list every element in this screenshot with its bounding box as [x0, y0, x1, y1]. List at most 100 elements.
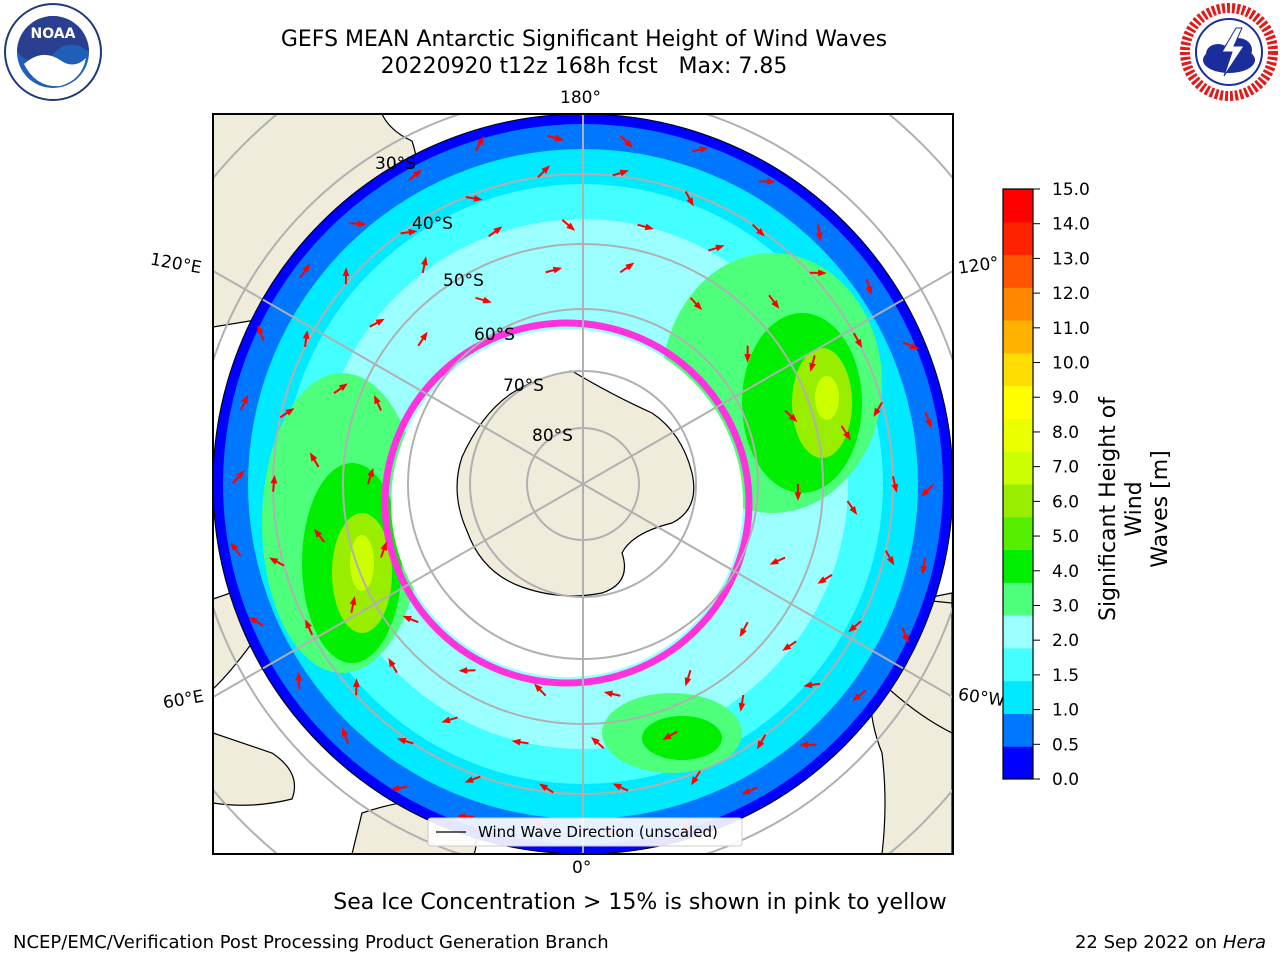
wind-wave-arrowhead: [554, 134, 564, 142]
credit-host: Hera: [1222, 932, 1266, 953]
lat-label-60s: 60°S: [474, 325, 515, 345]
wind-wave-arrowhead: [873, 407, 881, 418]
wind-wave-arrowhead: [886, 556, 895, 566]
colorbar-band: [1003, 287, 1033, 321]
wind-wave-arrowhead: [349, 595, 357, 606]
wind-wave-arrowhead: [353, 678, 360, 688]
wind-wave-arrowhead: [552, 266, 563, 274]
noaa-logo-text: NOAA: [31, 26, 76, 42]
wind-wave-arrowhead: [782, 643, 792, 651]
wind-wave-arrowhead: [248, 616, 258, 625]
wind-wave-arrowhead: [757, 740, 765, 750]
chart-title: GEFS MEAN Antarctic Significant Height o…: [0, 26, 1168, 80]
wind-wave-arrowhead: [854, 338, 863, 348]
colorbar-band: [1003, 549, 1033, 583]
wind-wave-arrowhead: [533, 683, 543, 693]
wind-wave-arrowhead: [848, 624, 857, 633]
colorbar-tick-label: 6.0: [1052, 492, 1079, 512]
lat-label-70s: 70°S: [503, 376, 544, 396]
credit-branch: NCEP/EMC/Verification Post Processing Pr…: [13, 932, 609, 953]
lon-label-60e: 60°E: [161, 686, 206, 714]
colorbar-band: [1003, 516, 1033, 551]
wind-wave-arrowhead: [420, 331, 428, 341]
wind-wave-arrowhead: [803, 681, 813, 689]
colorbar-bands: [1003, 189, 1033, 780]
wind-wave-arrowhead: [849, 505, 858, 516]
wind-wave-arrowhead: [566, 222, 576, 231]
credit-date: 22 Sep 2022 on Hera: [1075, 932, 1266, 953]
colorbar-tick-label: 9.0: [1052, 388, 1079, 408]
wind-wave-arrowhead: [257, 324, 264, 335]
colorbar-band: [1003, 582, 1033, 616]
wind-wave-arrowhead: [771, 299, 780, 309]
wind-wave-arrowhead: [458, 667, 468, 674]
colorbar-tick-label: 13.0: [1052, 249, 1090, 269]
colorbar-band: [1003, 451, 1033, 485]
colorbar-band: [1003, 418, 1033, 452]
wind-wave-arrowhead: [342, 267, 350, 277]
wind-wave-arrowhead: [236, 470, 245, 480]
colorbar-tick-label: 2.0: [1052, 631, 1079, 651]
colorbar-band: [1003, 385, 1033, 419]
wind-wave-arrowhead: [788, 413, 798, 423]
wind-wave-arrowhead: [741, 787, 751, 795]
antarctica-landmass: [456, 370, 695, 597]
wind-wave-arrowhead: [270, 474, 278, 484]
wind-wave-arrowhead: [269, 557, 279, 565]
wind-wave-arrowhead: [865, 286, 873, 296]
colorbar-tick-label: 1.0: [1052, 701, 1079, 721]
title-line-1: GEFS MEAN Antarctic Significant Height o…: [280, 27, 888, 52]
wind-wave-arrowhead: [693, 301, 703, 311]
wind-wave-arrowhead: [619, 169, 629, 177]
wind-wave-arrowhead: [441, 716, 451, 724]
colorbar-band: [1003, 615, 1033, 649]
wind-wave-arrowhead: [285, 407, 295, 416]
wind-wave-arrowhead: [662, 732, 672, 740]
colorbar-ticks: 0.0 0.5 1.0 1.5 2.0 3.0 4.0 5.0 6.0 7.0 8.0 9.0 10.0…: [1033, 180, 1090, 790]
wind-wave-arrowhead: [603, 690, 613, 698]
colorbar-band: [1003, 484, 1033, 518]
vector-legend: Wind Wave Direction (unscaled): [427, 817, 743, 847]
colorbar-tick-label: 4.0: [1052, 562, 1079, 582]
wind-wave-arrowhead: [341, 727, 349, 737]
wind-wave-arrowhead: [891, 483, 899, 493]
wind-wave-arrowhead: [902, 633, 909, 644]
colorbar-tick-label: 7.0: [1052, 458, 1079, 478]
lon-label-0: 0°: [572, 858, 592, 878]
colorbar-band: [1003, 647, 1033, 682]
wind-wave-arrowhead: [482, 296, 492, 304]
wind-wave-arrowhead: [815, 232, 823, 242]
colorbar-band: [1003, 746, 1033, 780]
wind-wave-arrowhead: [413, 169, 422, 178]
wind-wave-arrowhead: [397, 737, 407, 745]
colorbar-band: [1003, 352, 1033, 387]
wind-wave-arrowhead: [624, 139, 633, 148]
noaa-logo-icon: NOAA: [4, 3, 102, 101]
colorbar-tick-label: 0.0: [1052, 770, 1079, 790]
lat-label-80s: 80°S: [532, 426, 573, 446]
lat-label-50s: 50°S: [443, 271, 484, 291]
colorbar-label-line-2: Waves [m]: [1148, 450, 1173, 568]
wind-wave-arrowhead: [541, 165, 550, 174]
wind-wave-arrowhead: [511, 738, 521, 746]
colorbar-band: [1003, 713, 1033, 747]
national-weather-service-logo-icon: [1180, 3, 1278, 101]
wind-wave-arrowhead: [920, 565, 928, 575]
wind-wave-arrowhead: [538, 783, 549, 791]
wind-wave-arrowhead: [295, 671, 303, 681]
colorbar-tick-label: 0.5: [1052, 735, 1079, 755]
wind-wave-arrowhead: [473, 195, 483, 202]
wind-wave-arrowhead: [715, 244, 725, 252]
colorbar-tick-label: 10.0: [1052, 354, 1090, 374]
wind-wave-arrowhead: [375, 318, 385, 326]
wind-wave-arrowhead: [684, 677, 692, 687]
wind-wave-arrowhead: [612, 783, 622, 791]
title-line-2: 20220920 t12z 168h fcst Max: 7.85: [380, 54, 788, 79]
wind-wave-arrowhead: [230, 542, 239, 552]
wind-wave-arrowhead: [590, 736, 600, 746]
wind-wave-arrowhead: [799, 741, 809, 749]
wind-wave-arrowhead: [367, 467, 374, 478]
wind-wave-arrowhead: [302, 330, 310, 340]
wind-wave-arrowhead: [493, 226, 503, 235]
wind-wave-arrowhead: [309, 452, 318, 462]
